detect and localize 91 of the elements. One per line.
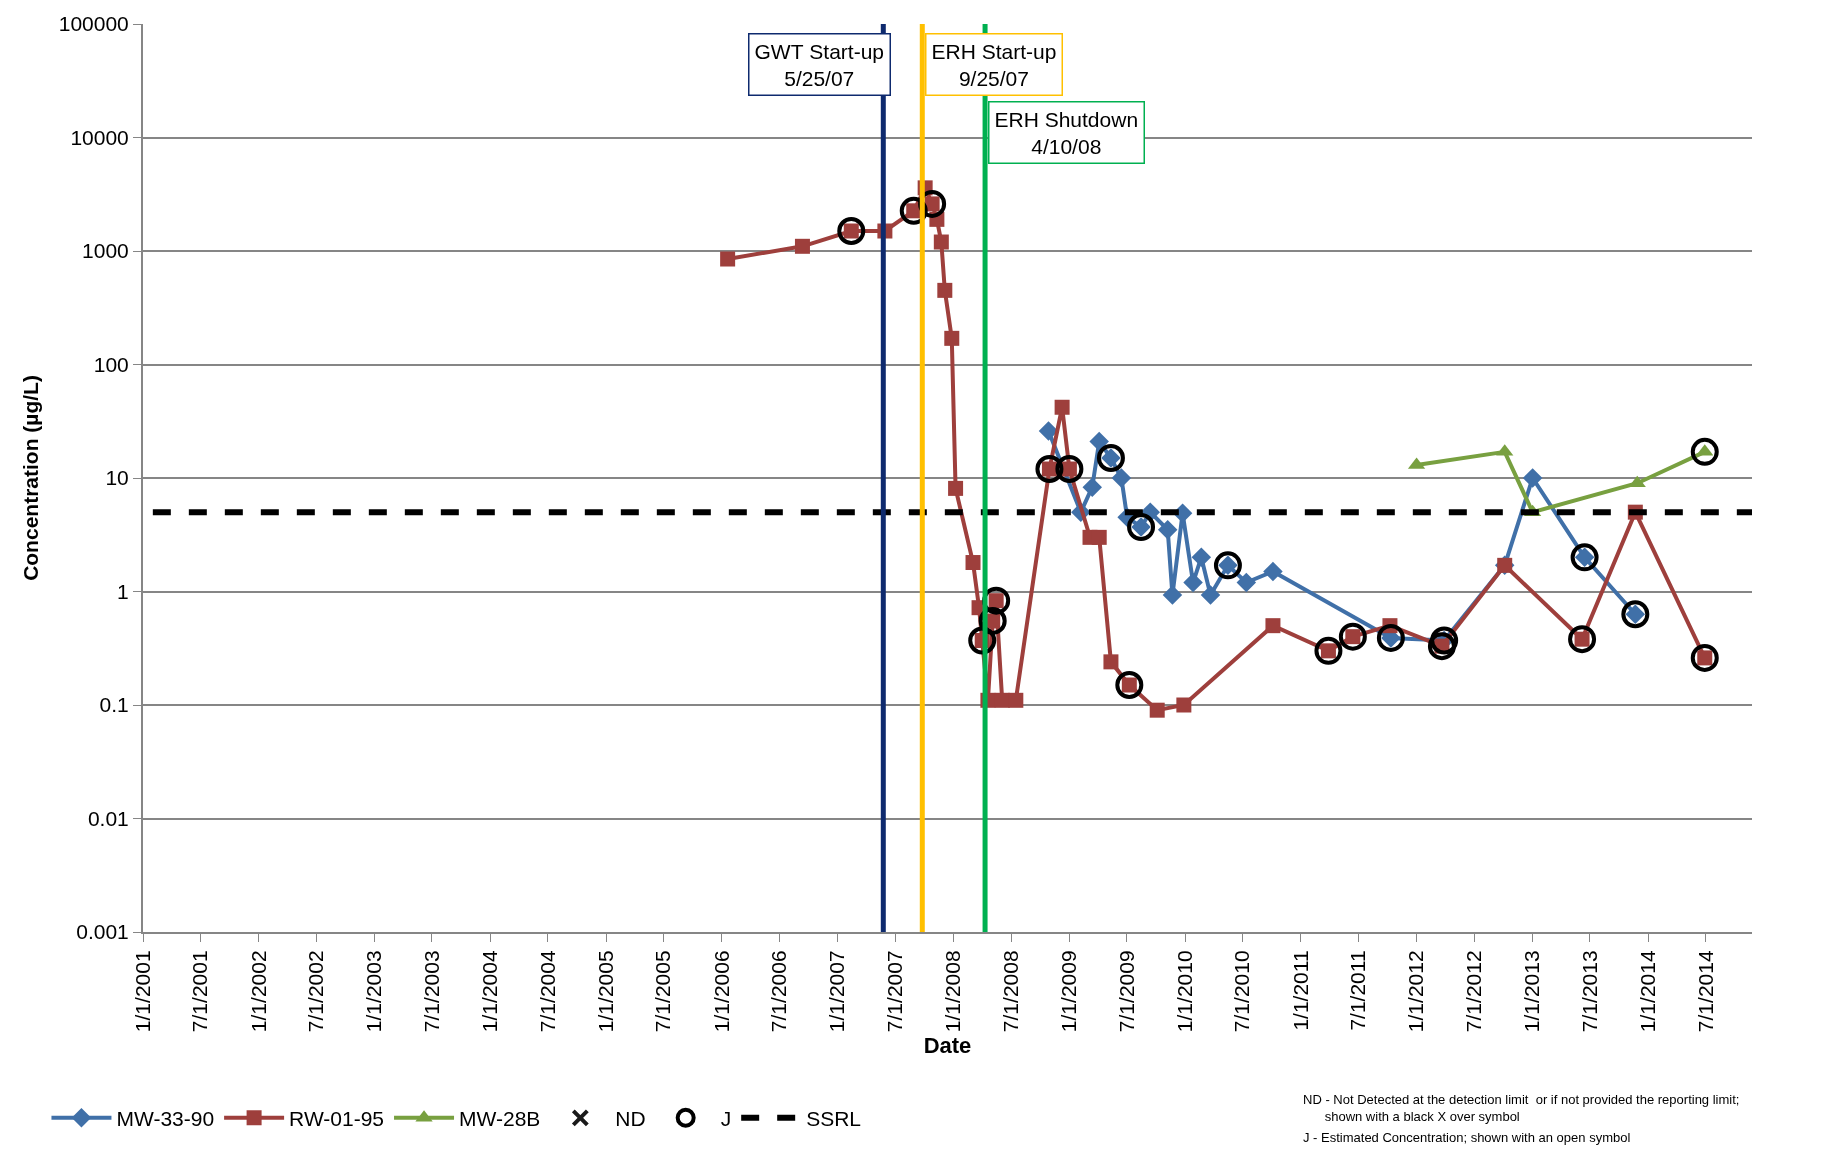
point [1213, 551, 1242, 580]
point [1427, 632, 1456, 661]
point [944, 330, 960, 346]
point [1690, 643, 1719, 672]
x-tick-label: 7/1/2009 [1114, 950, 1138, 1033]
point [1263, 561, 1283, 582]
point [937, 282, 953, 298]
x-tick-label: 7/1/2013 [1577, 950, 1601, 1033]
point [794, 238, 810, 254]
point [1183, 572, 1203, 593]
x-tick-label: 1/1/2008 [941, 950, 965, 1033]
point [1096, 444, 1125, 472]
point [1054, 399, 1070, 415]
legend-label: ND [615, 1106, 646, 1130]
x-tick-label: 7/1/2002 [303, 950, 327, 1033]
point [1082, 477, 1102, 497]
x-tick-label: 7/1/2005 [651, 950, 675, 1033]
point [1103, 654, 1119, 670]
x-tick-label: 1/1/2007 [825, 950, 849, 1033]
point [1314, 636, 1343, 665]
x-tick-label: 1/1/2001 [130, 950, 154, 1033]
y-axis-title: Concentration (µg/L) [19, 375, 43, 581]
point [1430, 626, 1459, 655]
legend-label: SSRL [806, 1106, 862, 1130]
point [965, 555, 981, 571]
x-tick-label: 1/1/2004 [477, 950, 501, 1033]
y-tick-label: 1 [117, 579, 129, 603]
point [1089, 431, 1109, 452]
point [1157, 520, 1178, 540]
point [933, 234, 949, 250]
point [1035, 455, 1064, 483]
y-tick-label: 10000 [70, 125, 129, 149]
y-tick-label: 0.1 [99, 693, 129, 717]
x-tick-label: 7/1/2011 [1346, 950, 1370, 1031]
x-tick-label: 7/1/2003 [419, 950, 443, 1033]
point [1149, 702, 1165, 718]
x-tick-label: 7/1/2007 [882, 950, 906, 1033]
point [1236, 572, 1257, 593]
x-axis-title: Date [923, 1032, 972, 1058]
point [1338, 622, 1367, 651]
x-tick-label: 7/1/2008 [998, 950, 1022, 1033]
y-tick-label: 0.01 [87, 806, 129, 830]
point [1176, 697, 1192, 713]
ref-line-label: ERH Start-up 9/25/07 [931, 39, 1057, 90]
legend-label: MW-33-90 [116, 1106, 215, 1130]
legend-label: J [720, 1106, 732, 1130]
point [1111, 468, 1132, 488]
x-tick-label: 1/1/2011 [1288, 950, 1312, 1031]
x-tick-label: 7/1/2004 [535, 950, 559, 1033]
point [1568, 625, 1597, 654]
x-tick-label: 1/1/2003 [362, 950, 386, 1033]
point [837, 217, 866, 245]
point [1115, 671, 1144, 699]
x-tick-label: 7/1/2014 [1693, 950, 1717, 1033]
legend-label: RW-01-95 [289, 1106, 385, 1130]
point [1127, 513, 1156, 541]
point [1008, 692, 1024, 708]
point [1200, 585, 1221, 605]
point [720, 251, 736, 267]
y-tick-label: 100 [93, 352, 129, 376]
x-tick-label: 1/1/2013 [1520, 950, 1544, 1033]
point [1038, 421, 1059, 441]
y-tick-label: 0.001 [76, 920, 129, 944]
point [1522, 468, 1543, 488]
ref-line-label: GWT Start-up 5/25/07 [754, 39, 885, 90]
text: ND - Not Detected at the detection limit or if not provided the reporting limit; shown with a black X over symbol [1303, 1092, 1740, 1124]
point [1191, 547, 1212, 568]
legend-label: MW-28B [459, 1106, 541, 1130]
point [1055, 455, 1084, 483]
x-tick-label: 7/1/2012 [1462, 950, 1486, 1033]
point [1265, 618, 1281, 634]
x-tick-label: 7/1/2001 [188, 950, 212, 1033]
point [1091, 529, 1107, 545]
x-tick-label: 1/1/2006 [709, 950, 733, 1033]
point [1690, 437, 1719, 466]
y-tick-label: 10 [105, 466, 129, 490]
point [1162, 585, 1183, 605]
point [1376, 623, 1405, 652]
x-tick-label: 1/1/2009 [1057, 950, 1081, 1033]
y-tick-label: 100000 [58, 12, 129, 36]
x-tick-label: 1/1/2005 [594, 950, 618, 1033]
point [948, 480, 964, 496]
text: J - Estimated Concentration; shown with an open symbol [1303, 1130, 1631, 1145]
y-tick-label: 1000 [82, 239, 129, 263]
x-tick-label: 7/1/2006 [767, 950, 791, 1033]
x-tick-label: 1/1/2002 [246, 950, 270, 1033]
x-tick-label: 1/1/2014 [1636, 950, 1660, 1033]
x-tick-label: 7/1/2010 [1230, 950, 1254, 1033]
x-tick-label: 1/1/2010 [1172, 950, 1196, 1033]
ref-line-label: ERH Shutdown 4/10/08 [994, 107, 1139, 158]
x-tick-label: 1/1/2012 [1404, 950, 1428, 1033]
